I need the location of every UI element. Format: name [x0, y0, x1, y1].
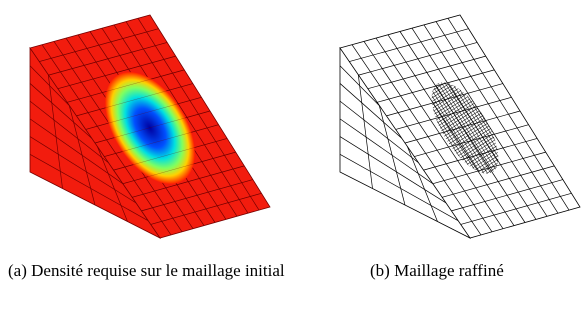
initial-mesh-density [30, 15, 270, 238]
mesh-images [0, 0, 584, 250]
caption-b: (b) Maillage raffiné [370, 258, 504, 283]
refined-mesh [340, 15, 580, 238]
figure: (a) Densité requise sur le maillage init… [0, 0, 584, 311]
caption-a: (a) Densité requise sur le maillage init… [8, 258, 330, 283]
